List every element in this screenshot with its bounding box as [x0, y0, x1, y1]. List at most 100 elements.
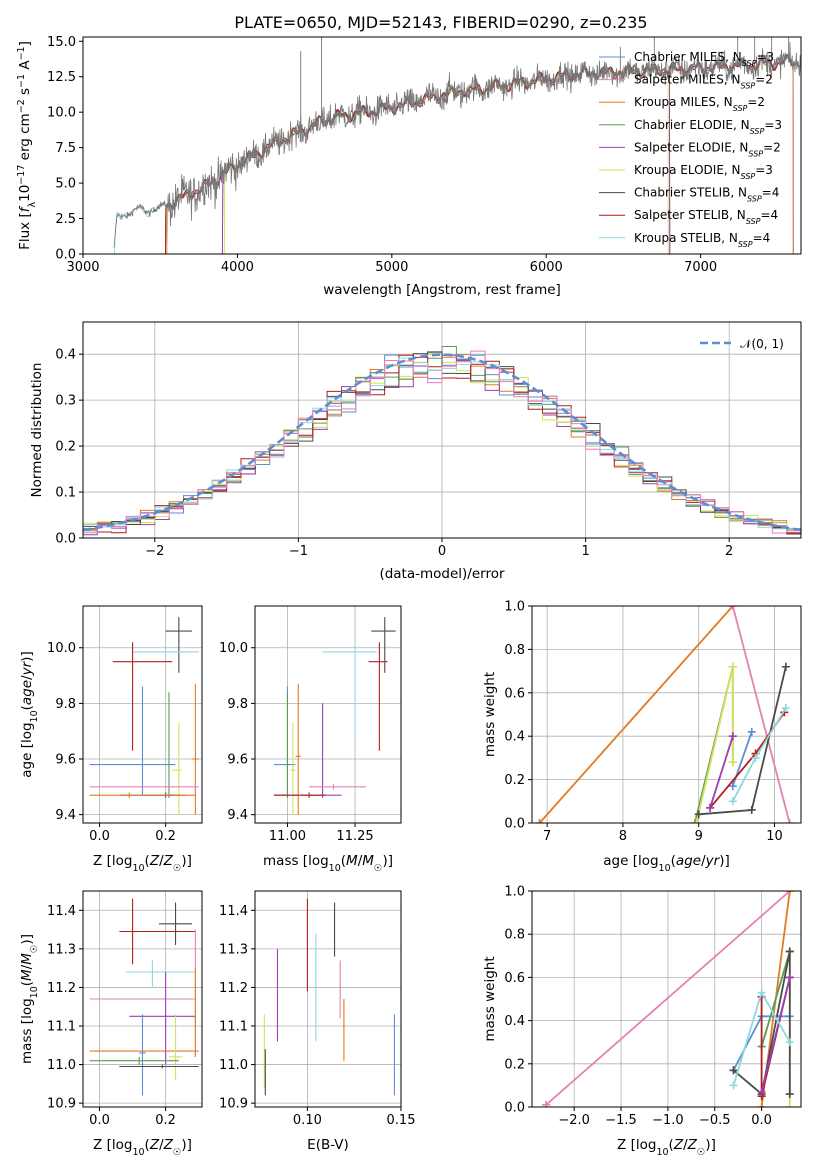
weight-marker-c2 — [535, 819, 544, 823]
x-tick-label: 10 — [766, 829, 783, 844]
y-tick-label: 1.0 — [504, 600, 525, 615]
mass_vs_Z-panel: 0.0 0.210.911.011.111.211.311.4Z [log10(Z… — [19, 890, 203, 1158]
legend-text: =3 — [764, 118, 782, 132]
legend-sub: SSP — [750, 126, 765, 135]
weight-marker-c1 — [728, 782, 737, 791]
weight-line-c8 — [732, 707, 787, 802]
label-part: / — [358, 853, 363, 869]
y-tick-label: 9.8 — [227, 697, 248, 712]
label-part: Z — [163, 1137, 174, 1153]
axes-frame — [254, 605, 402, 824]
age_vs_mass-plot-area — [273, 617, 396, 815]
y-tick-label: 0.4 — [504, 1014, 525, 1029]
y-tick-label: 10.0 — [47, 106, 76, 121]
weight-marker-c6 — [781, 662, 790, 671]
legend-sub: SSP — [741, 172, 756, 181]
errorbar-point-c1 — [89, 686, 176, 796]
x-axis-label: E(B-V) — [307, 1137, 349, 1153]
y-tick-label: 10.0 — [219, 641, 248, 656]
weight-marker-c6 — [785, 1090, 794, 1099]
weight-marker-c8 — [728, 797, 737, 806]
x-tick-label: 5000 — [375, 260, 408, 275]
legend-text: =2 — [755, 73, 773, 87]
label-part: ( — [341, 853, 346, 869]
label-part: A — [17, 60, 33, 74]
axes-frame — [82, 890, 203, 1108]
normal-curve — [83, 353, 801, 532]
weight-marker-c5 — [785, 1103, 794, 1107]
weight-marker-c8 — [757, 988, 766, 997]
x-tick-label: 9 — [695, 829, 703, 844]
legend-text: =3 — [756, 50, 774, 64]
y-axis-label: Normed distribution — [29, 363, 45, 498]
label-part: ( — [671, 853, 676, 869]
x-tick-label: −1.0 — [652, 1113, 684, 1128]
label-part: / — [19, 964, 35, 969]
y-axis-label: mass weight — [482, 956, 498, 1041]
weight-marker-c9 — [542, 1100, 551, 1107]
y-tick-label: 11.2 — [47, 981, 76, 996]
x-tick-label: −1 — [289, 544, 308, 559]
label-part: Z — [687, 1137, 698, 1153]
x-tick-label: 7000 — [684, 260, 717, 275]
y-tick-label: 11.0 — [219, 1058, 248, 1073]
axes-frame — [531, 605, 802, 824]
weight-line-c9 — [731, 606, 791, 823]
weight-marker-c4 — [728, 732, 737, 741]
x-tick-label: 2 — [725, 544, 733, 559]
label-part: Flux [ — [17, 212, 33, 250]
weight-line-c4 — [709, 735, 734, 809]
weight-marker-c2 — [757, 1103, 766, 1107]
label-part: / — [159, 1137, 164, 1153]
errorbar-point-c2 — [89, 792, 196, 798]
weight-line-c9 — [545, 891, 791, 1106]
label-part: ( — [19, 705, 35, 710]
y-tick-label: 0.0 — [55, 248, 76, 263]
legend-text: =2 — [747, 95, 765, 109]
label-part: ] — [17, 41, 33, 46]
x-tick-label: 0.2 — [155, 1113, 176, 1128]
label-part: M — [346, 853, 358, 869]
y-tick-label: 2.5 — [55, 212, 76, 227]
errorbar-point-c6 — [159, 902, 193, 945]
y-tick-label: 0.8 — [504, 928, 525, 943]
label-part: )] — [181, 853, 192, 869]
legend-text: Chabrier STELIB, N — [634, 186, 747, 200]
x-tick-label: 1 — [581, 544, 589, 559]
label-part: Z [log — [617, 1137, 656, 1153]
label-part: )] — [719, 853, 730, 869]
x-tick-label: −0.5 — [699, 1113, 731, 1128]
label-part: M — [19, 969, 35, 981]
y-axis-label: Flux [fλ10−17 erg cm−2 s−1 A−1] — [16, 41, 38, 250]
weight-marker-c9 — [728, 606, 737, 610]
residual-legend: 𝒩(0, 1) — [700, 337, 784, 351]
label-part: Z — [149, 853, 160, 869]
label-part: 10 — [17, 185, 33, 202]
residuals-panel: −2 −1 0 1 2 0.0 0.1 0.2 0.3 0.4 (data-model)/error… — [29, 321, 802, 582]
errorbar-point-c3 — [89, 1056, 179, 1065]
label-part: / — [683, 1137, 688, 1153]
y-tick-label: 11.3 — [219, 942, 248, 957]
x-tick-label: 11.00 — [269, 829, 306, 844]
errorbar-point-c9 — [89, 784, 199, 790]
label-part: )] — [19, 651, 35, 662]
weight-marker-c3 — [690, 819, 699, 823]
label-part: )] — [705, 1137, 716, 1153]
label-part: 10 — [659, 863, 671, 874]
label-part: ☉ — [29, 945, 40, 954]
x-tick-label: 0.2 — [155, 829, 176, 844]
weight-line-c2 — [538, 606, 734, 823]
legend-sub: SSP — [746, 217, 761, 226]
weight-marker-c9 — [785, 819, 794, 823]
x-axis-label: age [log10(age/yr)] — [603, 853, 729, 874]
legend-entry: Kroupa MILES, NSSP=2 — [634, 95, 765, 113]
mass_vs_Z-plot-area — [89, 898, 199, 1096]
errorbar-point-c5 — [168, 1014, 183, 1080]
y-tick-label: 9.8 — [55, 697, 76, 712]
label-part: f — [17, 205, 33, 212]
weight-marker-c6 — [729, 1066, 738, 1075]
x-tick-label: 4000 — [221, 260, 254, 275]
errorbar-point-c1 — [139, 1014, 146, 1096]
